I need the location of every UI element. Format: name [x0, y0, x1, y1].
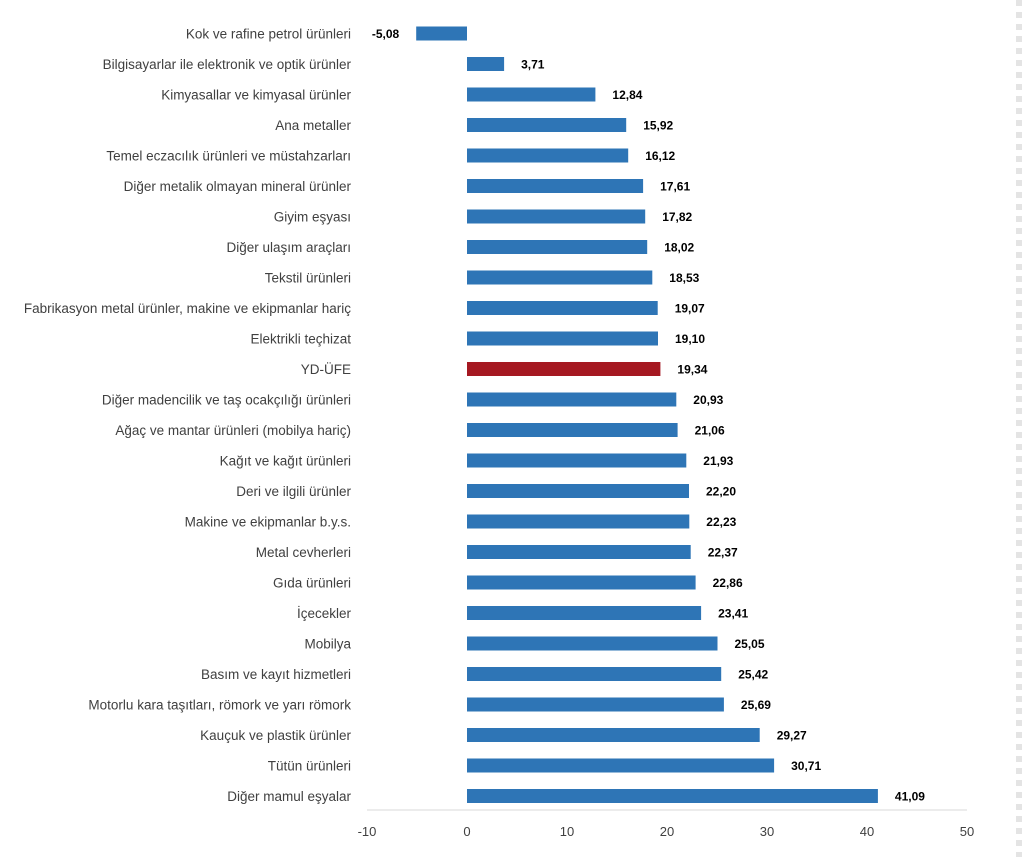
x-tick-label: -10: [358, 824, 377, 839]
bar: [467, 209, 646, 224]
category-label: Deri ve ilgili ürünler: [236, 484, 351, 499]
data-label: 19,07: [675, 302, 705, 316]
x-tick-label: 10: [560, 824, 574, 839]
window-edge: [1016, 0, 1022, 857]
bar: [467, 575, 696, 590]
bar: [467, 392, 677, 407]
data-label: 25,69: [741, 698, 771, 712]
bar: [467, 758, 775, 773]
category-label: Diğer ulaşım araçları: [226, 240, 351, 255]
x-tick-label: 0: [463, 824, 470, 839]
category-label: Basım ve kayıt hizmetleri: [201, 667, 351, 682]
data-label: 22,37: [708, 546, 738, 560]
category-label: Makine ve ekipmanlar b.y.s.: [185, 515, 351, 530]
data-label: 22,86: [713, 576, 743, 590]
bar: [467, 789, 878, 803]
data-label: 17,61: [660, 180, 690, 194]
x-tick-label: 40: [860, 824, 874, 839]
x-tick-label: 50: [960, 824, 974, 839]
category-label: Diğer madencilik ve taş ocakçılığı ürünl…: [102, 393, 351, 408]
bar: [467, 606, 702, 620]
category-label: Elektrikli teçhizat: [250, 332, 351, 347]
bar: [467, 87, 596, 102]
bar: [467, 423, 678, 437]
category-label: Tekstil ürünleri: [265, 271, 351, 286]
data-label: -5,08: [372, 27, 400, 41]
bar: [467, 118, 627, 132]
category-label: Tütün ürünleri: [268, 759, 351, 774]
bar: [467, 728, 760, 742]
bar: [467, 331, 658, 346]
data-label: 21,93: [703, 454, 733, 468]
bar: [467, 636, 718, 651]
data-label: 22,20: [706, 485, 736, 499]
value-labels-group: -5,08 3,71 12,84 15,92 16,12 17,61 17,82 18,02 1…: [372, 27, 925, 804]
data-label: 41,09: [895, 790, 925, 804]
data-label: 18,53: [669, 271, 699, 285]
category-label: Kağıt ve kağıt ürünleri: [220, 454, 351, 469]
bar: [467, 667, 722, 681]
x-tick-label: 20: [660, 824, 674, 839]
category-label: Kok ve rafine petrol ürünleri: [186, 27, 351, 42]
bars-group: [416, 26, 878, 803]
category-label: Diğer mamul eşyalar: [227, 789, 351, 804]
bar: [416, 26, 467, 41]
data-label: 15,92: [643, 119, 673, 133]
category-label: Fabrikasyon metal ürünler, makine ve eki…: [24, 301, 351, 316]
category-label: YD-ÜFE: [301, 362, 351, 377]
category-label: Mobilya: [304, 637, 351, 652]
x-tick-label: 30: [760, 824, 774, 839]
bar: [467, 697, 724, 712]
data-label: 22,23: [706, 515, 736, 529]
x-tick-labels-group: -10 0 10 20 30 40 50: [358, 824, 975, 839]
bar: [467, 362, 661, 376]
bar: [467, 148, 629, 163]
data-label: 25,05: [735, 637, 765, 651]
bar: [467, 514, 690, 529]
data-label: 16,12: [645, 149, 675, 163]
bar: [467, 484, 689, 498]
data-label: 17,82: [662, 210, 692, 224]
data-label: 20,93: [693, 393, 723, 407]
category-label: Bilgisayarlar ile elektronik ve optik ür…: [103, 57, 352, 72]
category-label: Metal cevherleri: [256, 545, 351, 560]
category-label: Kauçuk ve plastik ürünler: [200, 728, 351, 743]
category-label: Ana metaller: [275, 118, 351, 133]
category-label: Giyim eşyası: [274, 210, 351, 225]
bar: [467, 57, 505, 71]
data-label: 29,27: [777, 729, 807, 743]
bar: [467, 179, 644, 193]
data-label: 19,34: [677, 363, 707, 377]
data-label: 23,41: [718, 607, 748, 621]
category-label: Temel eczacılık ürünleri ve müstahzarlar…: [106, 149, 351, 164]
data-label: 25,42: [738, 668, 768, 682]
category-labels-group: Kok ve rafine petrol ürünleri Bilgisayarl…: [24, 27, 352, 805]
category-label: Kimyasallar ve kimyasal ürünler: [161, 88, 351, 103]
data-label: 3,71: [521, 58, 545, 72]
data-label: 30,71: [791, 759, 821, 773]
bar: [467, 240, 648, 254]
category-label: Gıda ürünleri: [273, 576, 351, 591]
bar: [467, 545, 691, 559]
bar: [467, 301, 658, 315]
data-label: 18,02: [664, 241, 694, 255]
category-label: Diğer metalik olmayan mineral ürünler: [124, 179, 352, 194]
bar: [467, 453, 687, 468]
data-label: 12,84: [612, 88, 642, 102]
category-label: İçecekler: [297, 606, 352, 621]
category-label: Ağaç ve mantar ürünleri (mobilya hariç): [115, 423, 351, 438]
bar: [467, 270, 653, 285]
data-label: 21,06: [695, 424, 725, 438]
category-label: Motorlu kara taşıtları, römork ve yarı r…: [88, 698, 351, 713]
data-label: 19,10: [675, 332, 705, 346]
